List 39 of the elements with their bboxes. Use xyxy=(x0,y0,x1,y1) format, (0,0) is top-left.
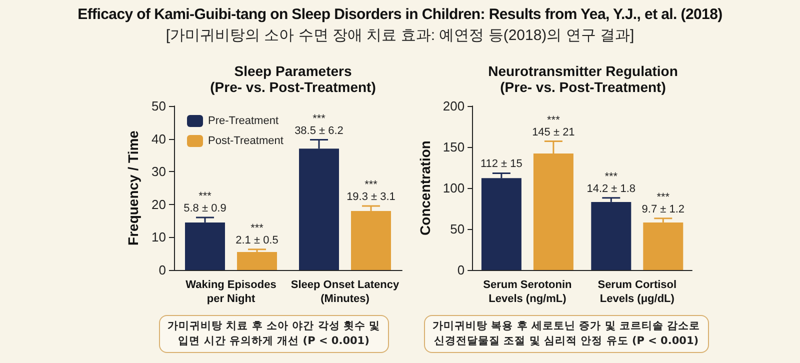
y-tick-label: 200 xyxy=(442,98,465,114)
data-label: *** 145 ± 21 xyxy=(532,114,575,138)
x-tick-label: Sleep Onset Latency (Minutes) xyxy=(290,279,400,305)
bar xyxy=(237,252,277,270)
data-label: *** 2.1 ± 0.5 xyxy=(236,222,278,246)
bar xyxy=(643,222,684,270)
data-label: *** 9.7 ± 1.2 xyxy=(642,191,685,216)
data-label: *** 5.8 ± 0.9 xyxy=(184,190,226,215)
text: 가미귀비탕 치료 후 소아 야간 각성 횟수 및 입면 시간 유의하게 개선 (P < 0.001) xyxy=(158,315,390,353)
data-label: 112 ± 15 xyxy=(480,158,522,170)
text: 가미귀비탕 복용 후 세로토닌 증가 및 코르티솔 감소로 신경전달물질 조절 및 심리적 안정 유도 (P < 0.001) xyxy=(424,315,710,353)
x-tick-label: Waking Episodes per Night xyxy=(186,279,276,305)
bar xyxy=(481,178,522,270)
bar xyxy=(351,210,391,270)
legend-label: Post-Treatment xyxy=(208,135,284,147)
bar xyxy=(591,202,632,270)
y-tick-label: 10 xyxy=(152,230,166,245)
y-tick-label: 20 xyxy=(152,196,166,212)
y-tick-label: 150 xyxy=(442,140,465,154)
y-tick-label: 50 xyxy=(450,222,465,236)
x-tick-label: Serum Cortisol Levels (μg/dL) xyxy=(598,279,677,305)
y-axis-title: Concentration xyxy=(417,140,433,236)
chart-title: Sleep Parameters (Pre- vs. Post-Treatment) xyxy=(210,63,376,95)
data-label: *** 38.5 ± 6.2 xyxy=(294,112,344,137)
y-tick-label: 0 xyxy=(158,262,166,278)
y-axis-title: Frequency / Time xyxy=(125,130,141,246)
data-label: *** 14.2 ± 1.8 xyxy=(586,170,636,195)
y-tick-label: 30 xyxy=(152,164,166,180)
text: [가미귀비탕의 소아 수면 장애 치료 효과: 예연정 등(2018)의 연구 결과] xyxy=(164,26,636,45)
y-tick-label: 40 xyxy=(152,131,166,146)
y-tick-label: 50 xyxy=(152,98,166,114)
y-tick-label: 100 xyxy=(442,180,465,196)
y-tick-label: 0 xyxy=(457,262,465,278)
legend-label: Pre-Treatment xyxy=(208,115,279,127)
text: Efficacy of Kami-Guibi-tang on Sleep Disorders in Children: Results from Yea, Y.J., et al. (2018) xyxy=(76,6,724,23)
bar xyxy=(185,222,225,270)
chart-title: Neurotransmitter Regulation (Pre- vs. Post-Treatment) xyxy=(488,63,678,95)
x-tick-label: Serum Serotonin Levels (ng/mL) xyxy=(483,279,572,305)
data-label: *** 19.3 ± 3.1 xyxy=(346,179,396,204)
